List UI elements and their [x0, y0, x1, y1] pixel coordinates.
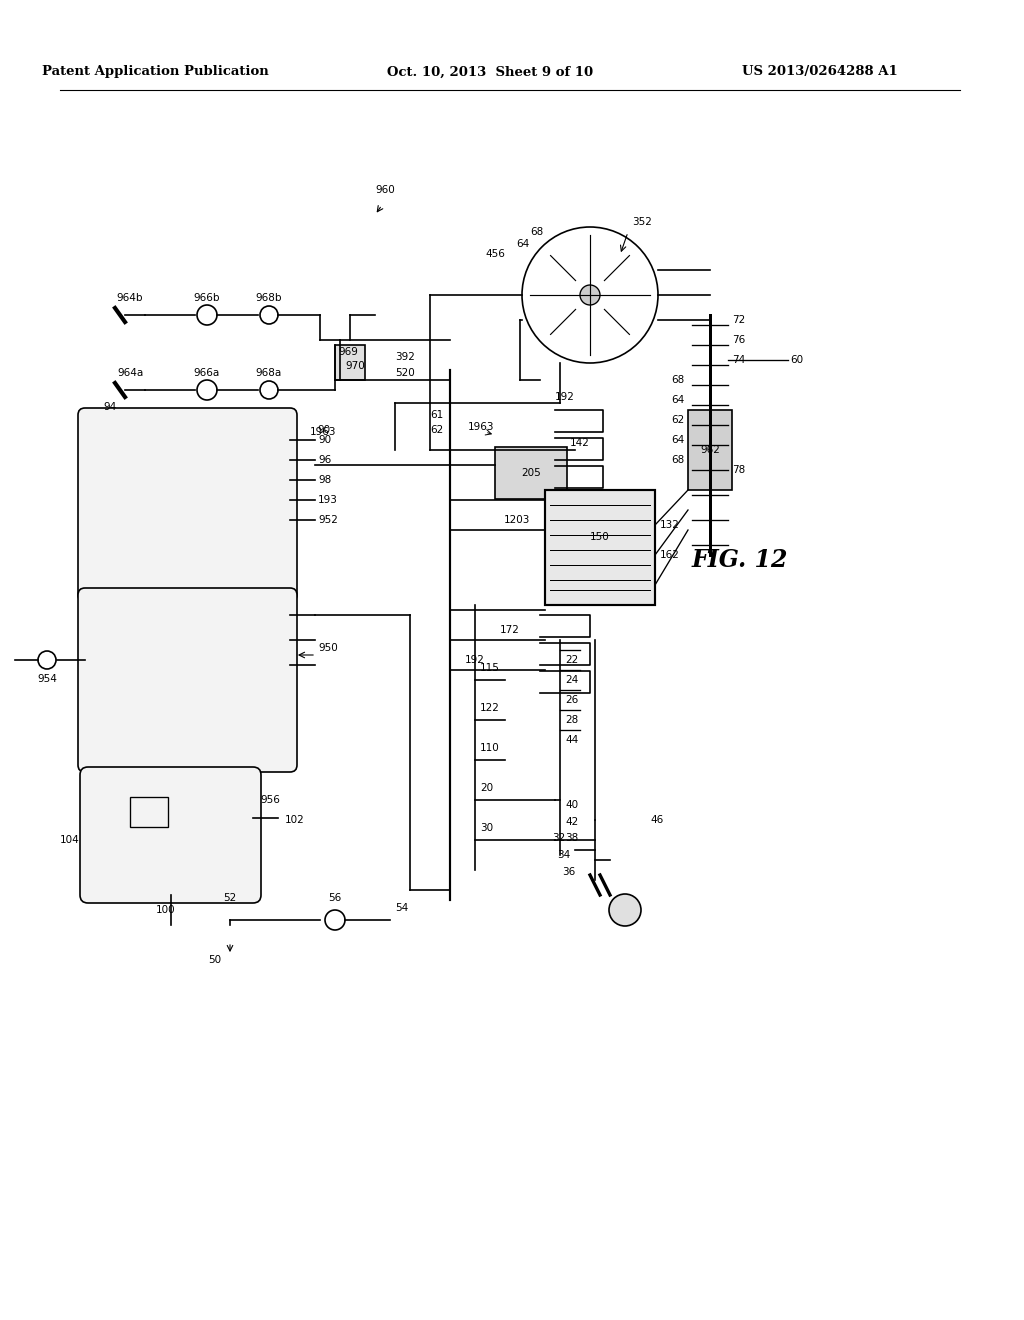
Text: 32: 32	[552, 833, 565, 843]
Text: 72: 72	[732, 315, 745, 325]
Text: 98: 98	[318, 475, 331, 484]
Text: Oct. 10, 2013  Sheet 9 of 10: Oct. 10, 2013 Sheet 9 of 10	[387, 66, 593, 78]
Text: 38: 38	[565, 833, 579, 843]
Text: Patent Application Publication: Patent Application Publication	[42, 66, 268, 78]
FancyBboxPatch shape	[78, 587, 297, 772]
Text: 60: 60	[790, 355, 803, 366]
Bar	[495, 447, 567, 499]
Circle shape	[580, 285, 600, 305]
Text: 960: 960	[375, 185, 394, 195]
Text: 954: 954	[37, 675, 57, 684]
Text: 1963: 1963	[310, 426, 337, 437]
Text: 78: 78	[732, 465, 745, 475]
Text: 44: 44	[565, 735, 579, 744]
Text: 132: 132	[660, 520, 680, 531]
Text: 22: 22	[565, 655, 579, 665]
Text: 966a: 966a	[194, 368, 220, 378]
Text: 102: 102	[285, 814, 305, 825]
Text: 100: 100	[156, 906, 175, 915]
Text: 56: 56	[329, 894, 342, 903]
Text: 968a: 968a	[256, 368, 283, 378]
Text: 64: 64	[672, 395, 685, 405]
Text: 62: 62	[672, 414, 685, 425]
Text: 90: 90	[318, 436, 331, 445]
Text: 34: 34	[557, 850, 570, 861]
Text: 20: 20	[480, 783, 494, 793]
Text: 94: 94	[103, 403, 117, 412]
Text: 61: 61	[430, 411, 443, 420]
Text: 96: 96	[318, 455, 331, 465]
Text: 54: 54	[395, 903, 409, 913]
Bar	[130, 797, 168, 828]
Text: 964a: 964a	[117, 368, 143, 378]
Text: 110: 110	[480, 743, 500, 752]
Text: 952: 952	[318, 515, 338, 525]
Text: 352: 352	[632, 216, 652, 227]
Text: US 2013/0264288 A1: US 2013/0264288 A1	[742, 66, 898, 78]
Text: 28: 28	[565, 715, 579, 725]
Text: 36: 36	[562, 867, 575, 876]
Text: 964b: 964b	[117, 293, 143, 304]
Text: 520: 520	[395, 368, 415, 378]
Text: 104: 104	[60, 836, 80, 845]
Text: 50: 50	[209, 954, 221, 965]
Bar	[545, 490, 655, 605]
Text: 142: 142	[570, 438, 590, 447]
Text: 956: 956	[260, 795, 280, 805]
Text: 30: 30	[480, 822, 494, 833]
FancyBboxPatch shape	[80, 767, 261, 903]
Text: 68: 68	[672, 455, 685, 465]
Text: 962: 962	[700, 445, 720, 455]
Text: 68: 68	[530, 227, 544, 238]
Text: 42: 42	[565, 817, 579, 828]
Text: 1963: 1963	[468, 422, 495, 432]
FancyBboxPatch shape	[78, 408, 297, 602]
Text: 966b: 966b	[194, 293, 220, 304]
Text: 24: 24	[565, 675, 579, 685]
Text: 115: 115	[480, 663, 500, 673]
Text: 52: 52	[223, 894, 237, 903]
Text: 1203: 1203	[504, 515, 530, 525]
Text: 950: 950	[318, 643, 338, 653]
Text: 172: 172	[500, 624, 520, 635]
Text: 192: 192	[555, 392, 574, 403]
Text: 68: 68	[672, 375, 685, 385]
Text: 205: 205	[521, 469, 541, 478]
Text: 192: 192	[465, 655, 485, 665]
Bar	[335, 345, 365, 380]
Text: 193: 193	[318, 495, 338, 506]
Text: 74: 74	[732, 355, 745, 366]
Text: 76: 76	[732, 335, 745, 345]
Bar	[688, 411, 732, 490]
Text: 456: 456	[485, 249, 505, 259]
Text: 64: 64	[672, 436, 685, 445]
Text: 970: 970	[345, 360, 365, 371]
Text: 40: 40	[565, 800, 579, 810]
Text: 64: 64	[516, 239, 529, 249]
Text: 62: 62	[430, 425, 443, 436]
Circle shape	[609, 894, 641, 927]
Text: 162: 162	[660, 550, 680, 560]
Text: 46: 46	[650, 814, 664, 825]
Text: 392: 392	[395, 352, 415, 362]
Text: FIG. 12: FIG. 12	[692, 548, 788, 572]
Text: 26: 26	[565, 696, 579, 705]
Text: 90: 90	[316, 425, 330, 436]
Text: 969: 969	[338, 347, 357, 356]
Text: 968b: 968b	[256, 293, 283, 304]
Text: 150: 150	[590, 532, 610, 543]
Text: 122: 122	[480, 704, 500, 713]
